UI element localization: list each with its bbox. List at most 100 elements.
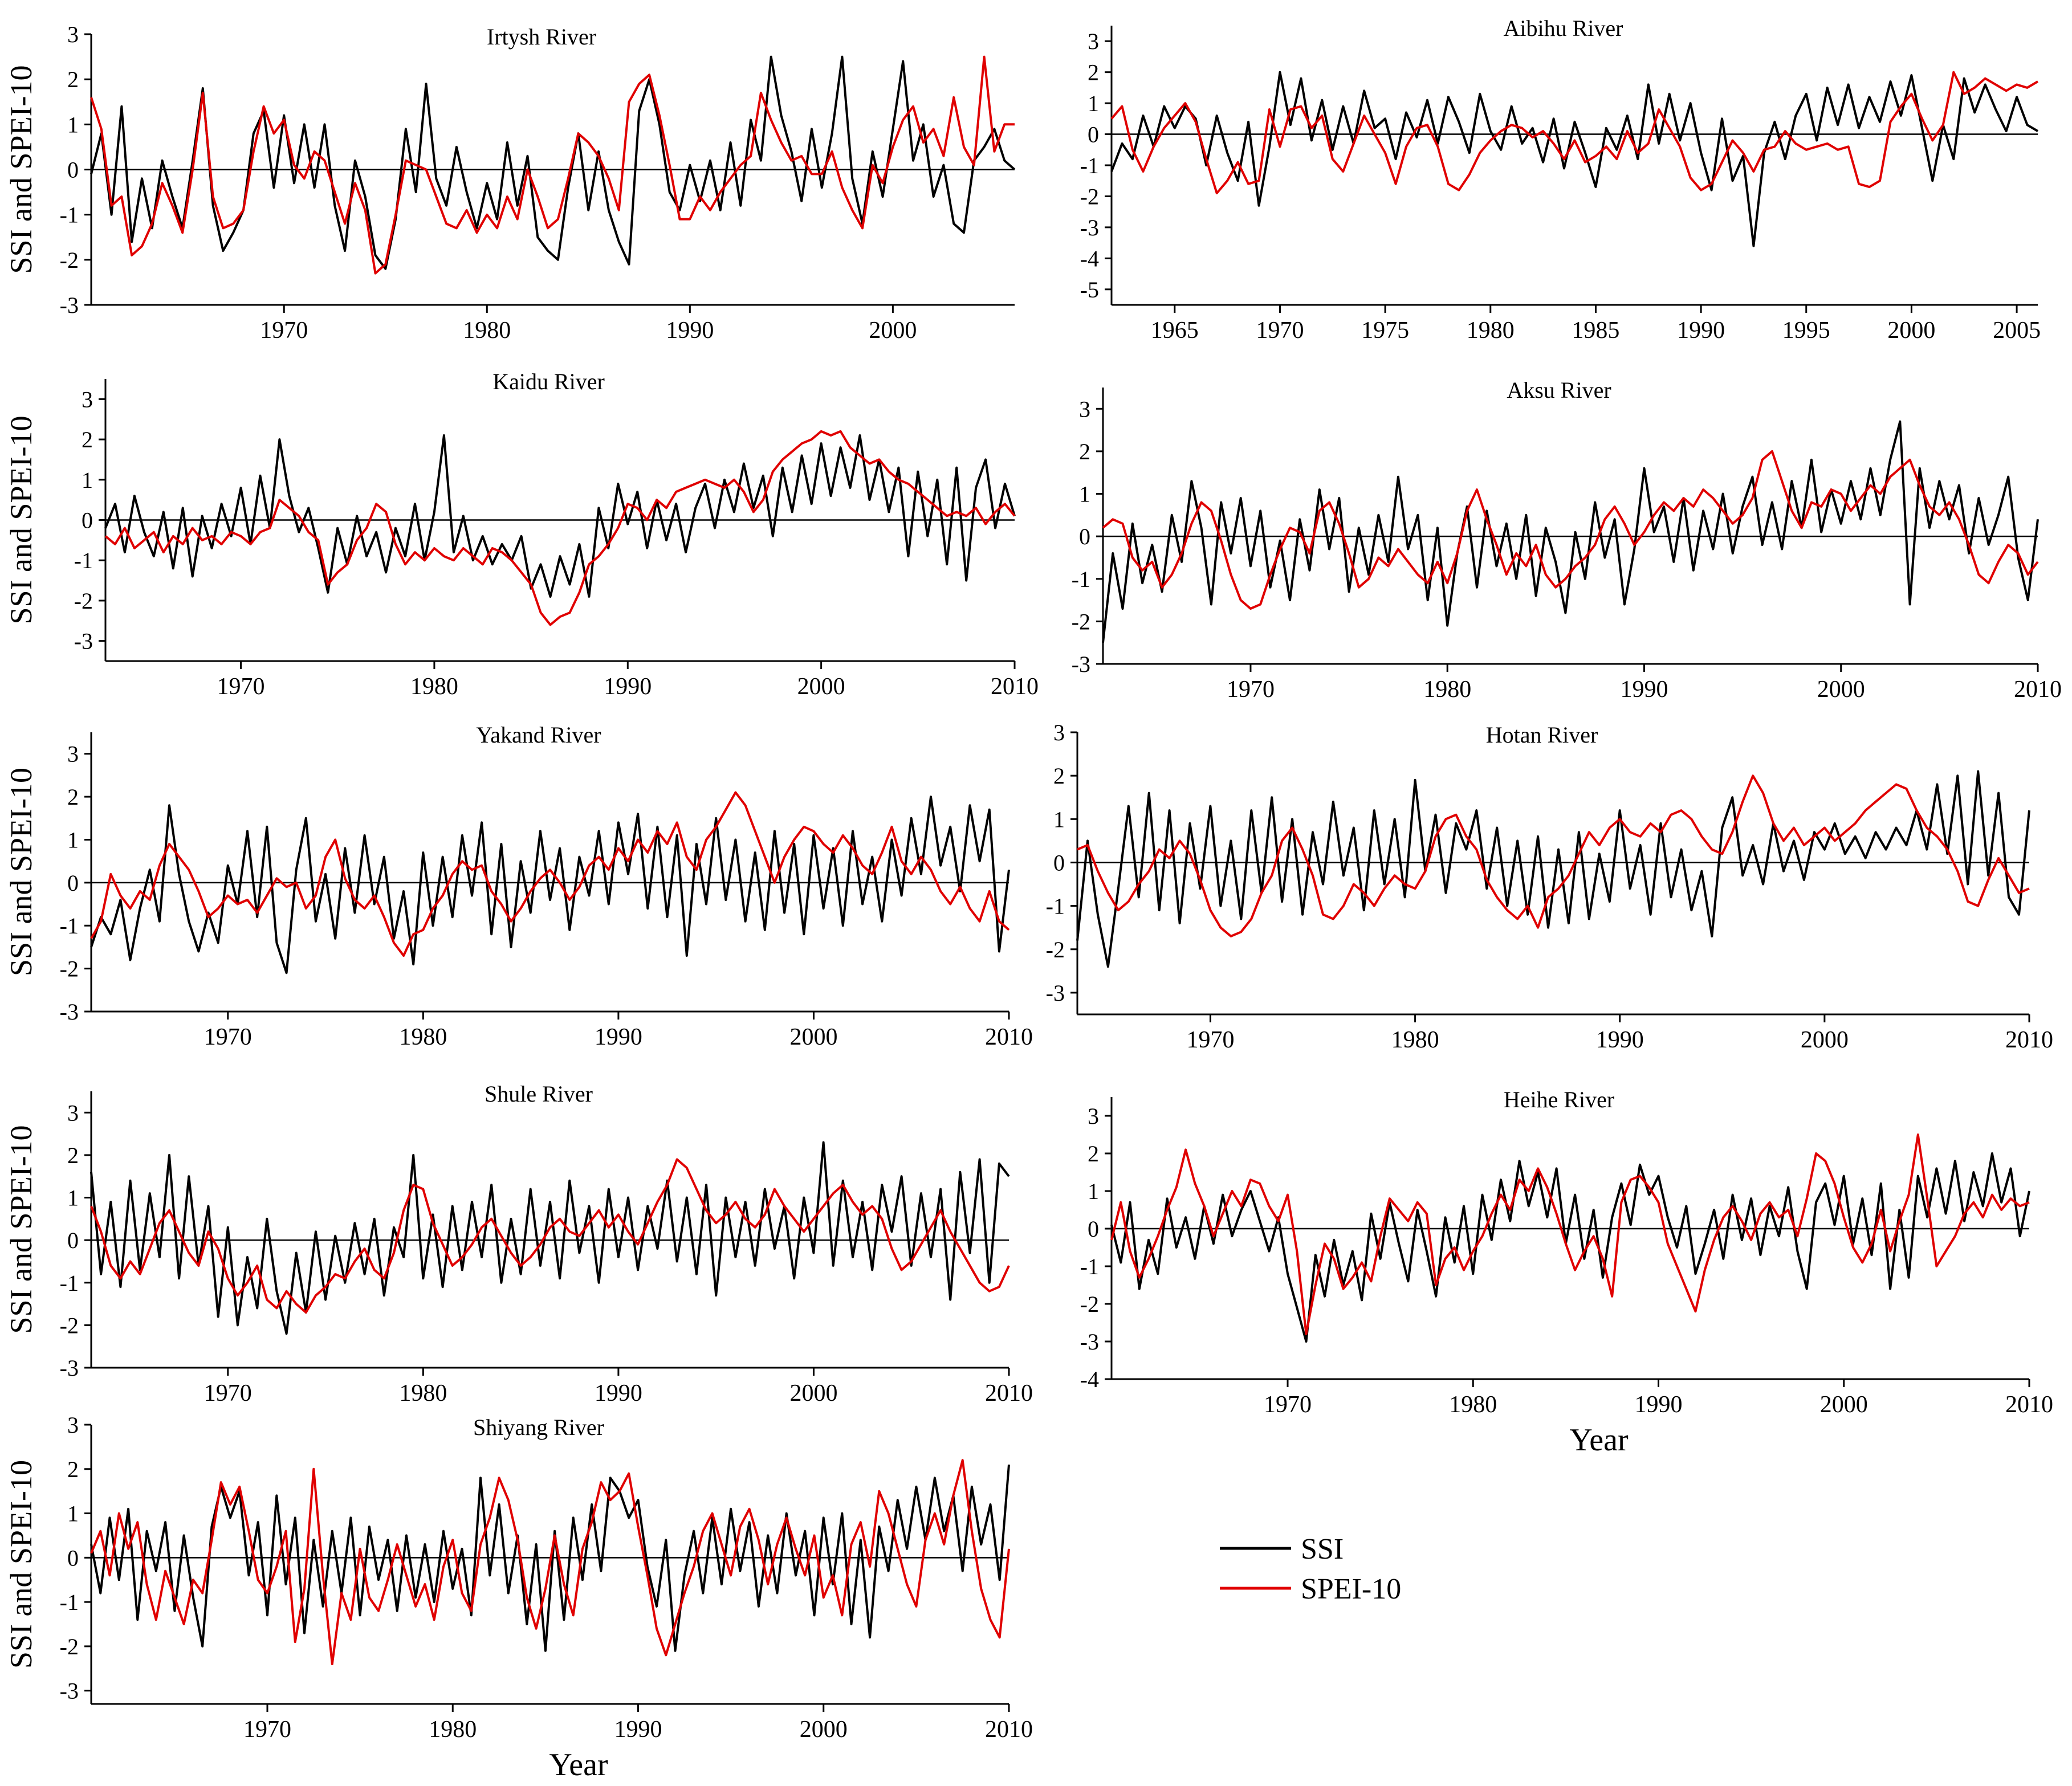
y-tick-label: 1 (1079, 482, 1090, 507)
y-tick-label: 3 (67, 741, 79, 767)
x-tick-label: 1980 (410, 674, 458, 700)
y-tick-label: 1 (67, 112, 79, 137)
x-tick-label: 2010 (985, 1380, 1033, 1406)
y-tick-label: -2 (1080, 1291, 1099, 1317)
x-tick-label: 1990 (614, 1716, 662, 1743)
panel-title: Yakand River (476, 722, 601, 748)
x-tick-label: 1990 (1596, 1027, 1644, 1053)
y-tick-label: 2 (67, 784, 79, 810)
y-tick-label: -3 (1046, 980, 1065, 1006)
x-tick-label: 1980 (1391, 1027, 1439, 1053)
y-tick-label: 2 (67, 67, 79, 92)
x-tick-label: 1990 (595, 1024, 642, 1050)
spei-10-series-line (90, 791, 1010, 957)
y-tick-label: -2 (60, 247, 79, 273)
y-tick-label: -4 (1080, 1367, 1099, 1392)
y-tick-label: -1 (60, 202, 79, 228)
spei-10-series-line (90, 55, 1015, 275)
x-tick-label: 1970 (260, 317, 308, 344)
y-tick-label: -5 (1080, 277, 1099, 303)
spei-10-series-line (90, 1459, 1010, 1665)
x-tick-label: 1965 (1151, 317, 1199, 344)
legend: SSI SPEI-10 (1220, 1533, 1401, 1605)
x-tick-label: 1980 (1467, 317, 1515, 344)
y-tick-label: 0 (82, 508, 93, 533)
y-tick-label: -1 (1080, 1254, 1099, 1279)
x-axis-label: Year (549, 1747, 608, 1783)
y-tick-label: -2 (60, 1634, 79, 1659)
ssi-series-line (90, 55, 1016, 270)
x-tick-label: 1980 (1449, 1392, 1497, 1418)
y-tick-label: 3 (1053, 720, 1065, 745)
x-tick-label: 1970 (1256, 317, 1304, 344)
spei-10-series-line (90, 1158, 1010, 1314)
x-tick-label: 1990 (604, 674, 652, 700)
y-tick-label: 1 (82, 467, 93, 493)
y-axis-label: SSI and SPEI-10 (4, 1125, 38, 1334)
x-tick-label: 2000 (1801, 1027, 1849, 1053)
y-tick-label: -2 (1072, 609, 1090, 634)
x-tick-label: 2010 (985, 1024, 1033, 1050)
y-tick-label: 3 (67, 1412, 79, 1438)
y-tick-label: 0 (1079, 524, 1090, 549)
y-tick-label: -2 (1080, 184, 1099, 209)
y-axis-label: SSI and SPEI-10 (4, 65, 38, 274)
y-tick-label: 2 (67, 1457, 79, 1482)
spei-10-series-line (1110, 1133, 2030, 1335)
ssi-series-line (1110, 71, 2039, 247)
x-tick-label: 2010 (985, 1716, 1033, 1743)
x-tick-label: 1995 (1782, 317, 1830, 344)
y-tick-label: 2 (1088, 1141, 1099, 1167)
x-tick-label: 1990 (666, 317, 714, 344)
y-axis-label: SSI and SPEI-10 (4, 768, 38, 976)
y-tick-label: -1 (60, 913, 79, 939)
y-tick-label: -2 (1046, 937, 1065, 963)
spei-10-series-line (1110, 71, 2039, 194)
y-tick-label: -1 (60, 1270, 79, 1296)
y-tick-label: 0 (67, 870, 79, 896)
y-tick-label: 1 (67, 1501, 79, 1527)
y-tick-label: -4 (1080, 246, 1099, 271)
ssi-series-line (1102, 420, 2039, 643)
panel-hotan-river: -3 -2 -1 0 1 2 3 1970 1980 1990 2000 2010 Hotan Rive… (1046, 720, 2053, 1053)
y-tick-label: -3 (60, 999, 79, 1025)
spei-10-series-line (1077, 774, 2030, 937)
x-tick-label: 2005 (1993, 317, 2041, 344)
x-tick-label: 1975 (1361, 317, 1409, 344)
y-tick-label: -3 (1072, 651, 1090, 677)
x-tick-label: 2000 (1820, 1392, 1868, 1418)
y-tick-label: 1 (1088, 91, 1099, 116)
y-tick-label: -1 (1080, 153, 1099, 178)
x-tick-label: 1985 (1572, 317, 1619, 344)
y-tick-label: 0 (1053, 850, 1065, 875)
panel-title: Aksu River (1507, 377, 1611, 403)
y-axis-label: SSI and SPEI-10 (4, 415, 38, 624)
panel-title: Heihe River (1504, 1087, 1614, 1112)
x-tick-label: 2000 (797, 674, 845, 700)
y-tick-label: 3 (1079, 396, 1090, 422)
x-tick-label: 1970 (1264, 1392, 1312, 1418)
y-tick-label: -3 (60, 1678, 79, 1704)
x-tick-label: 1980 (399, 1024, 447, 1050)
x-tick-label: 1990 (1620, 676, 1668, 703)
y-tick-label: 2 (67, 1143, 79, 1168)
spei-10-series-line (1102, 450, 2039, 610)
y-tick-label: 1 (67, 827, 79, 853)
panel-title: Shiyang River (473, 1414, 604, 1440)
panel-kaidu-river: -3 -2 -1 0 1 2 3 1970 1980 1990 2000 2010 Kaidu Rive… (4, 369, 1039, 700)
x-tick-label: 2000 (800, 1716, 848, 1743)
panel-title: Hotan River (1486, 722, 1598, 748)
y-tick-label: -3 (1080, 1329, 1099, 1355)
y-tick-label: 3 (82, 386, 93, 412)
y-tick-label: -3 (1080, 215, 1099, 240)
y-tick-label: 3 (1088, 28, 1099, 54)
y-tick-label: -1 (60, 1589, 79, 1615)
x-tick-label: 1980 (1423, 676, 1471, 703)
y-tick-label: -2 (60, 956, 79, 982)
x-tick-label: 1970 (1186, 1027, 1234, 1053)
panel-irtysh-river: -3 -2 -1 0 1 2 3 1970 1980 1990 2000 Irtysh River SS… (4, 22, 1016, 344)
y-tick-label: 0 (67, 1545, 79, 1571)
y-tick-label: 3 (67, 1100, 79, 1126)
